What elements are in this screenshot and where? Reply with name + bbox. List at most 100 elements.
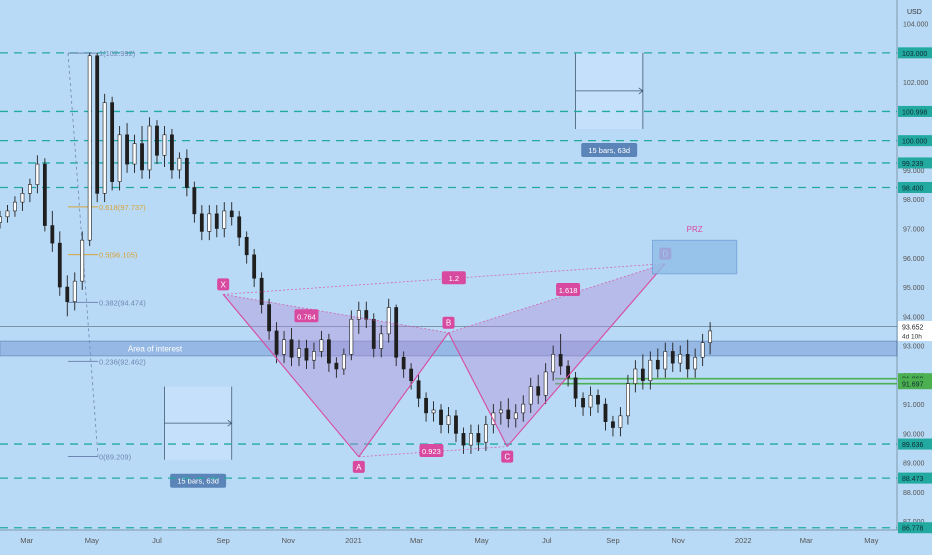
- ratio-label: 1.2: [449, 274, 459, 283]
- pattern-point-badge: [217, 278, 230, 291]
- time-tick-label: Mar: [410, 536, 423, 545]
- fib-level-label: 0.382(94.474): [99, 298, 146, 307]
- price-tag-label: 91.697: [902, 382, 924, 389]
- candle-body: [461, 433, 466, 446]
- price-tag-label: 100.998: [902, 109, 927, 116]
- candle-body: [110, 102, 115, 182]
- pattern-point-label: B: [446, 319, 451, 328]
- candle-body: [72, 280, 77, 302]
- candle-body: [356, 310, 361, 320]
- candle-body: [229, 210, 234, 218]
- time-tick-label: Jul: [152, 536, 162, 545]
- candle-body: [147, 125, 152, 171]
- candle-body: [476, 433, 481, 443]
- ratio-label: 1.618: [559, 286, 578, 295]
- time-tick-label: May: [475, 536, 489, 545]
- candle-body: [170, 134, 174, 171]
- candle-body: [177, 157, 182, 171]
- time-tick-label: Mar: [800, 536, 813, 545]
- candle-body: [334, 362, 339, 370]
- time-tick-label: May: [85, 536, 99, 545]
- fib-level-label: 0.5(96.105): [99, 251, 138, 260]
- price-tag-label: 103.000: [902, 51, 927, 58]
- candle-body: [596, 395, 600, 405]
- time-range-label: 15 bars, 63d: [588, 146, 630, 155]
- candle-body: [42, 163, 47, 226]
- candle-body: [252, 254, 257, 279]
- candle-body: [282, 339, 286, 355]
- candle-body: [326, 339, 331, 364]
- price-tag-box: [898, 135, 932, 147]
- candle-body: [244, 236, 249, 256]
- candle-body: [521, 403, 526, 414]
- candle-body: [536, 386, 541, 396]
- candle-body: [80, 239, 85, 282]
- candle-body: [304, 348, 309, 361]
- candle-body: [155, 125, 159, 156]
- pattern-leg: [448, 332, 508, 447]
- price-tag-label: 99.239: [902, 161, 924, 168]
- candle-body: [102, 102, 107, 194]
- pattern-ratio-line: [448, 263, 666, 334]
- bcd-triangle: [448, 263, 666, 447]
- prz-box: [652, 239, 738, 275]
- candle-body: [581, 397, 585, 408]
- pattern-point-badge: [501, 450, 514, 463]
- price-tick-label: 102.000: [903, 80, 928, 87]
- pattern-leg: [358, 332, 449, 458]
- candle-body: [558, 354, 563, 367]
- time-tick-label: May: [864, 536, 878, 545]
- candle-body: [35, 163, 40, 185]
- fib-level-label: 0(89.209): [99, 453, 132, 462]
- candle-body: [469, 433, 473, 446]
- price-tick-label: 93.000: [903, 344, 925, 351]
- ratio-badge: [556, 282, 581, 296]
- candle-body: [222, 210, 227, 229]
- time-tick-label: 2022: [735, 536, 752, 545]
- candle-body: [199, 213, 204, 232]
- price-tag-label: 89.636: [902, 442, 924, 449]
- candle-body: [431, 409, 436, 414]
- candle-body: [678, 354, 683, 364]
- candle-body: [184, 157, 189, 188]
- candle-body: [394, 307, 399, 358]
- candle-body: [588, 395, 593, 408]
- candle-body: [513, 412, 518, 420]
- time-tick-label: Sep: [217, 536, 230, 545]
- time-tick-label: Sep: [606, 536, 619, 545]
- candle-body: [207, 213, 212, 232]
- ratio-label: 0.923: [422, 447, 441, 456]
- price-tag-label: 88.473: [902, 476, 924, 483]
- candle-body: [349, 318, 354, 355]
- candle-body: [543, 371, 548, 396]
- price-tick-label: 95.000: [903, 285, 925, 292]
- pattern-point-label: C: [504, 453, 510, 462]
- candle-body: [551, 354, 556, 373]
- bar-countdown-label: 4d 10h: [902, 333, 922, 340]
- candle-body: [648, 359, 653, 382]
- candle-body: [57, 242, 62, 288]
- candle-body: [446, 415, 451, 425]
- ratio-badge: [294, 309, 319, 323]
- candle-body: [670, 351, 675, 364]
- candle-body: [416, 380, 421, 399]
- candle-body: [27, 184, 32, 194]
- ratio-label: 0.764: [297, 312, 316, 321]
- candle-body: [625, 383, 630, 417]
- candle-body: [424, 397, 428, 414]
- candle-body: [274, 330, 279, 355]
- ratio-badge: [419, 443, 444, 457]
- candle-body: [528, 386, 533, 405]
- candle-body: [319, 339, 324, 352]
- candle-body: [50, 225, 55, 244]
- price-tick-label: 97.000: [903, 226, 925, 233]
- time-range-label-box: [581, 142, 638, 157]
- pattern-leg: [506, 263, 666, 447]
- candle-body: [454, 415, 458, 434]
- price-tag-box: [898, 105, 932, 117]
- price-tag-label: 98.400: [902, 185, 924, 192]
- candle-body: [297, 348, 301, 358]
- candle-body: [20, 193, 25, 203]
